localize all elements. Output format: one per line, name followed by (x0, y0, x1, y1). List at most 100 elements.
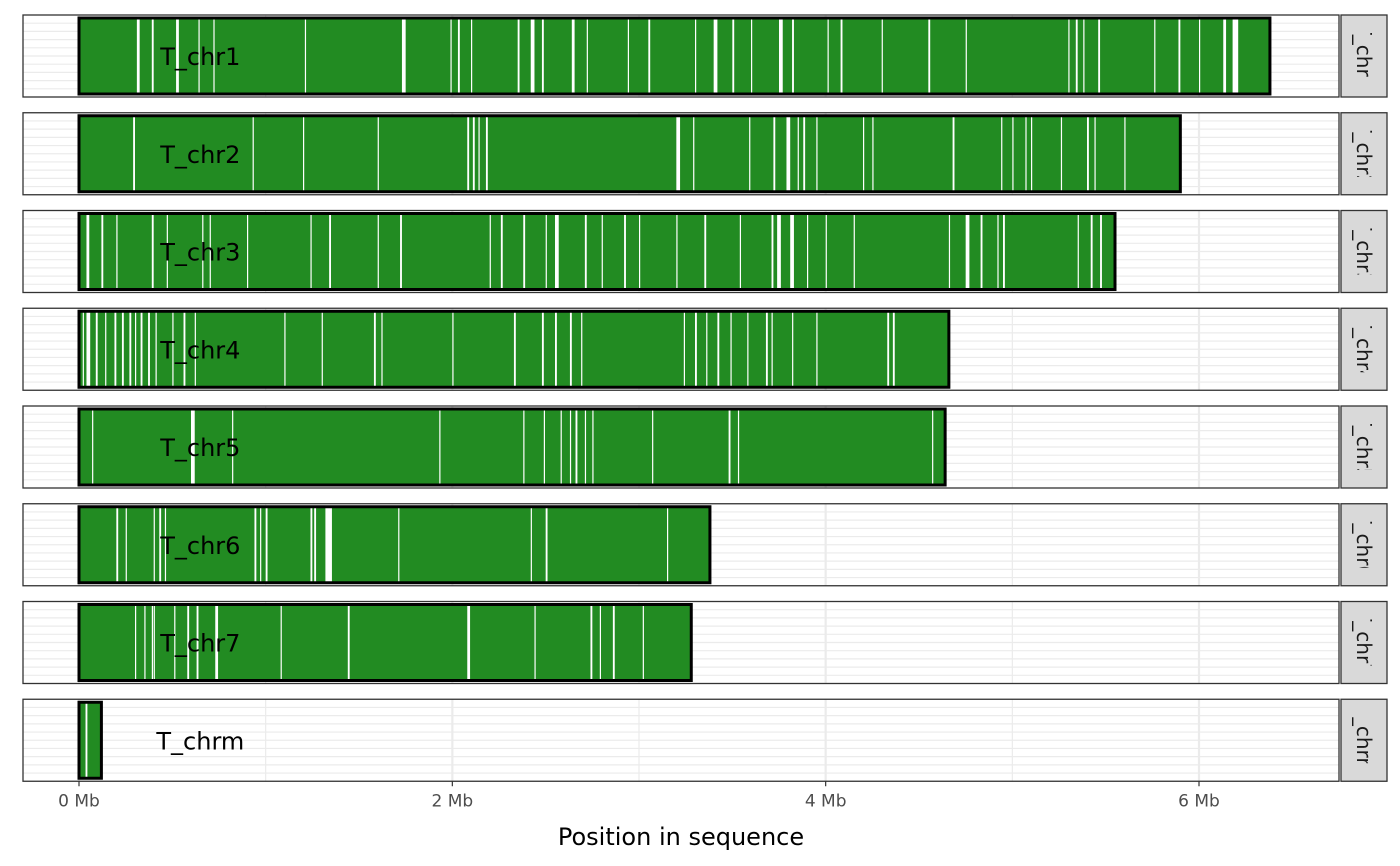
gap-segment (584, 409, 587, 485)
facet-strip-label: T_chr4 (1352, 315, 1376, 383)
gap-segment (1083, 18, 1085, 94)
gap-segment (121, 311, 124, 388)
gap-segment (541, 311, 544, 388)
gap-segment (151, 213, 154, 290)
gap-segment (114, 311, 117, 388)
gap-segment (254, 506, 257, 583)
facet-strip (1340, 698, 1388, 782)
gap-segment (500, 213, 503, 290)
gap-segment (133, 115, 135, 192)
gap-segment (545, 506, 548, 583)
gap-segment (478, 115, 480, 192)
gap-segment (792, 311, 794, 388)
sequence-label: T_chrm (155, 727, 244, 755)
sequence-bar-outline (77, 114, 1182, 194)
gap-segment (543, 409, 545, 485)
x-axis-title: Position in sequence (558, 823, 804, 851)
gap-segment (667, 506, 669, 583)
panel-border (22, 600, 1340, 685)
x-tick-label: 6 Mb (1178, 791, 1220, 811)
gap-segment (1090, 213, 1093, 290)
gap-segment (450, 18, 452, 94)
sequence-bar (79, 213, 1115, 290)
gap-segment (155, 311, 157, 388)
sequence-label: T_chr4 (159, 336, 240, 364)
gap-segment (863, 115, 865, 192)
gap-segment (135, 311, 137, 388)
gap-segment (530, 506, 532, 583)
facet-strip (1340, 209, 1388, 294)
gap-segment (892, 311, 895, 388)
gap-segment (771, 311, 773, 388)
sequence-bar-outline (77, 407, 947, 487)
gap-segment (400, 213, 402, 290)
gap-segment (381, 311, 383, 388)
gap-segment (467, 115, 470, 192)
gap-segment (676, 213, 678, 290)
gap-segment (166, 213, 168, 290)
facet-strip-label: T_chrm (1352, 703, 1376, 777)
gap-segment (1075, 18, 1078, 94)
facet-strip-label: T_chr2 (1352, 119, 1376, 187)
gap-segment (136, 18, 140, 94)
gap-segment (584, 213, 587, 290)
gap-segment (151, 604, 153, 681)
gap-segment (581, 311, 583, 388)
panel-T_chr6: T_chr6 T_chr6 (22, 503, 1388, 587)
gap-segment (513, 311, 516, 388)
panel-T_chrm: T_chrm T_chrm (22, 698, 1388, 782)
sequence-label: T_chr6 (159, 532, 240, 560)
sequence-label: T_chr1 (159, 43, 240, 71)
panel-border (22, 503, 1340, 587)
gap-segment (1178, 18, 1181, 94)
gap-segment (457, 18, 460, 94)
facet-strip-label: T_chr3 (1352, 217, 1376, 285)
gap-segment (174, 604, 176, 681)
panel-T_chr3: T_chr3 T_chr3 (22, 209, 1388, 294)
gap-segment (439, 409, 441, 485)
gap-segment (398, 506, 400, 583)
gap-segment (932, 409, 934, 485)
gap-segment (101, 213, 104, 290)
gap-segment (1077, 213, 1079, 290)
sequence-bar-outline (77, 212, 1117, 291)
gap-segment (928, 18, 931, 94)
gap-segment (135, 604, 137, 681)
sequence-label: T_chr5 (159, 434, 240, 462)
gap-segment (704, 213, 707, 290)
facet-strip-label: T_chr6 (1352, 510, 1376, 578)
gap-segment (280, 604, 282, 681)
gap-segment (310, 213, 312, 290)
gap-segment (85, 702, 88, 779)
gap-segment (471, 18, 473, 94)
gap-segment (252, 115, 254, 192)
gap-segment (779, 18, 783, 94)
gap-segment (86, 213, 90, 290)
panel-T_chr4: T_chr4 T_chr4 (22, 307, 1388, 391)
gap-segment (401, 18, 406, 94)
gap-segment (997, 213, 999, 290)
gap-segment (642, 604, 644, 681)
gap-segment (1068, 18, 1070, 94)
panel-border (22, 14, 1340, 98)
gap-segment (1001, 115, 1003, 192)
sequence-bar (79, 702, 102, 779)
sequence-bar-outline (77, 505, 712, 585)
gap-segment (523, 409, 525, 485)
facet-strip (1340, 112, 1388, 196)
gap-segment (853, 213, 855, 290)
gap-segment (773, 115, 776, 192)
panel-border (22, 405, 1340, 489)
gap-segment (1025, 115, 1027, 192)
gap-segment (765, 311, 768, 388)
gap-segment (648, 18, 651, 94)
gap-segment (751, 18, 753, 94)
sequence-label: T_chr3 (159, 239, 240, 267)
gap-segment (144, 604, 146, 681)
gap-segment (816, 115, 818, 192)
panel-border (22, 112, 1340, 196)
gap-segment (807, 213, 809, 290)
gap-segment (198, 18, 200, 94)
